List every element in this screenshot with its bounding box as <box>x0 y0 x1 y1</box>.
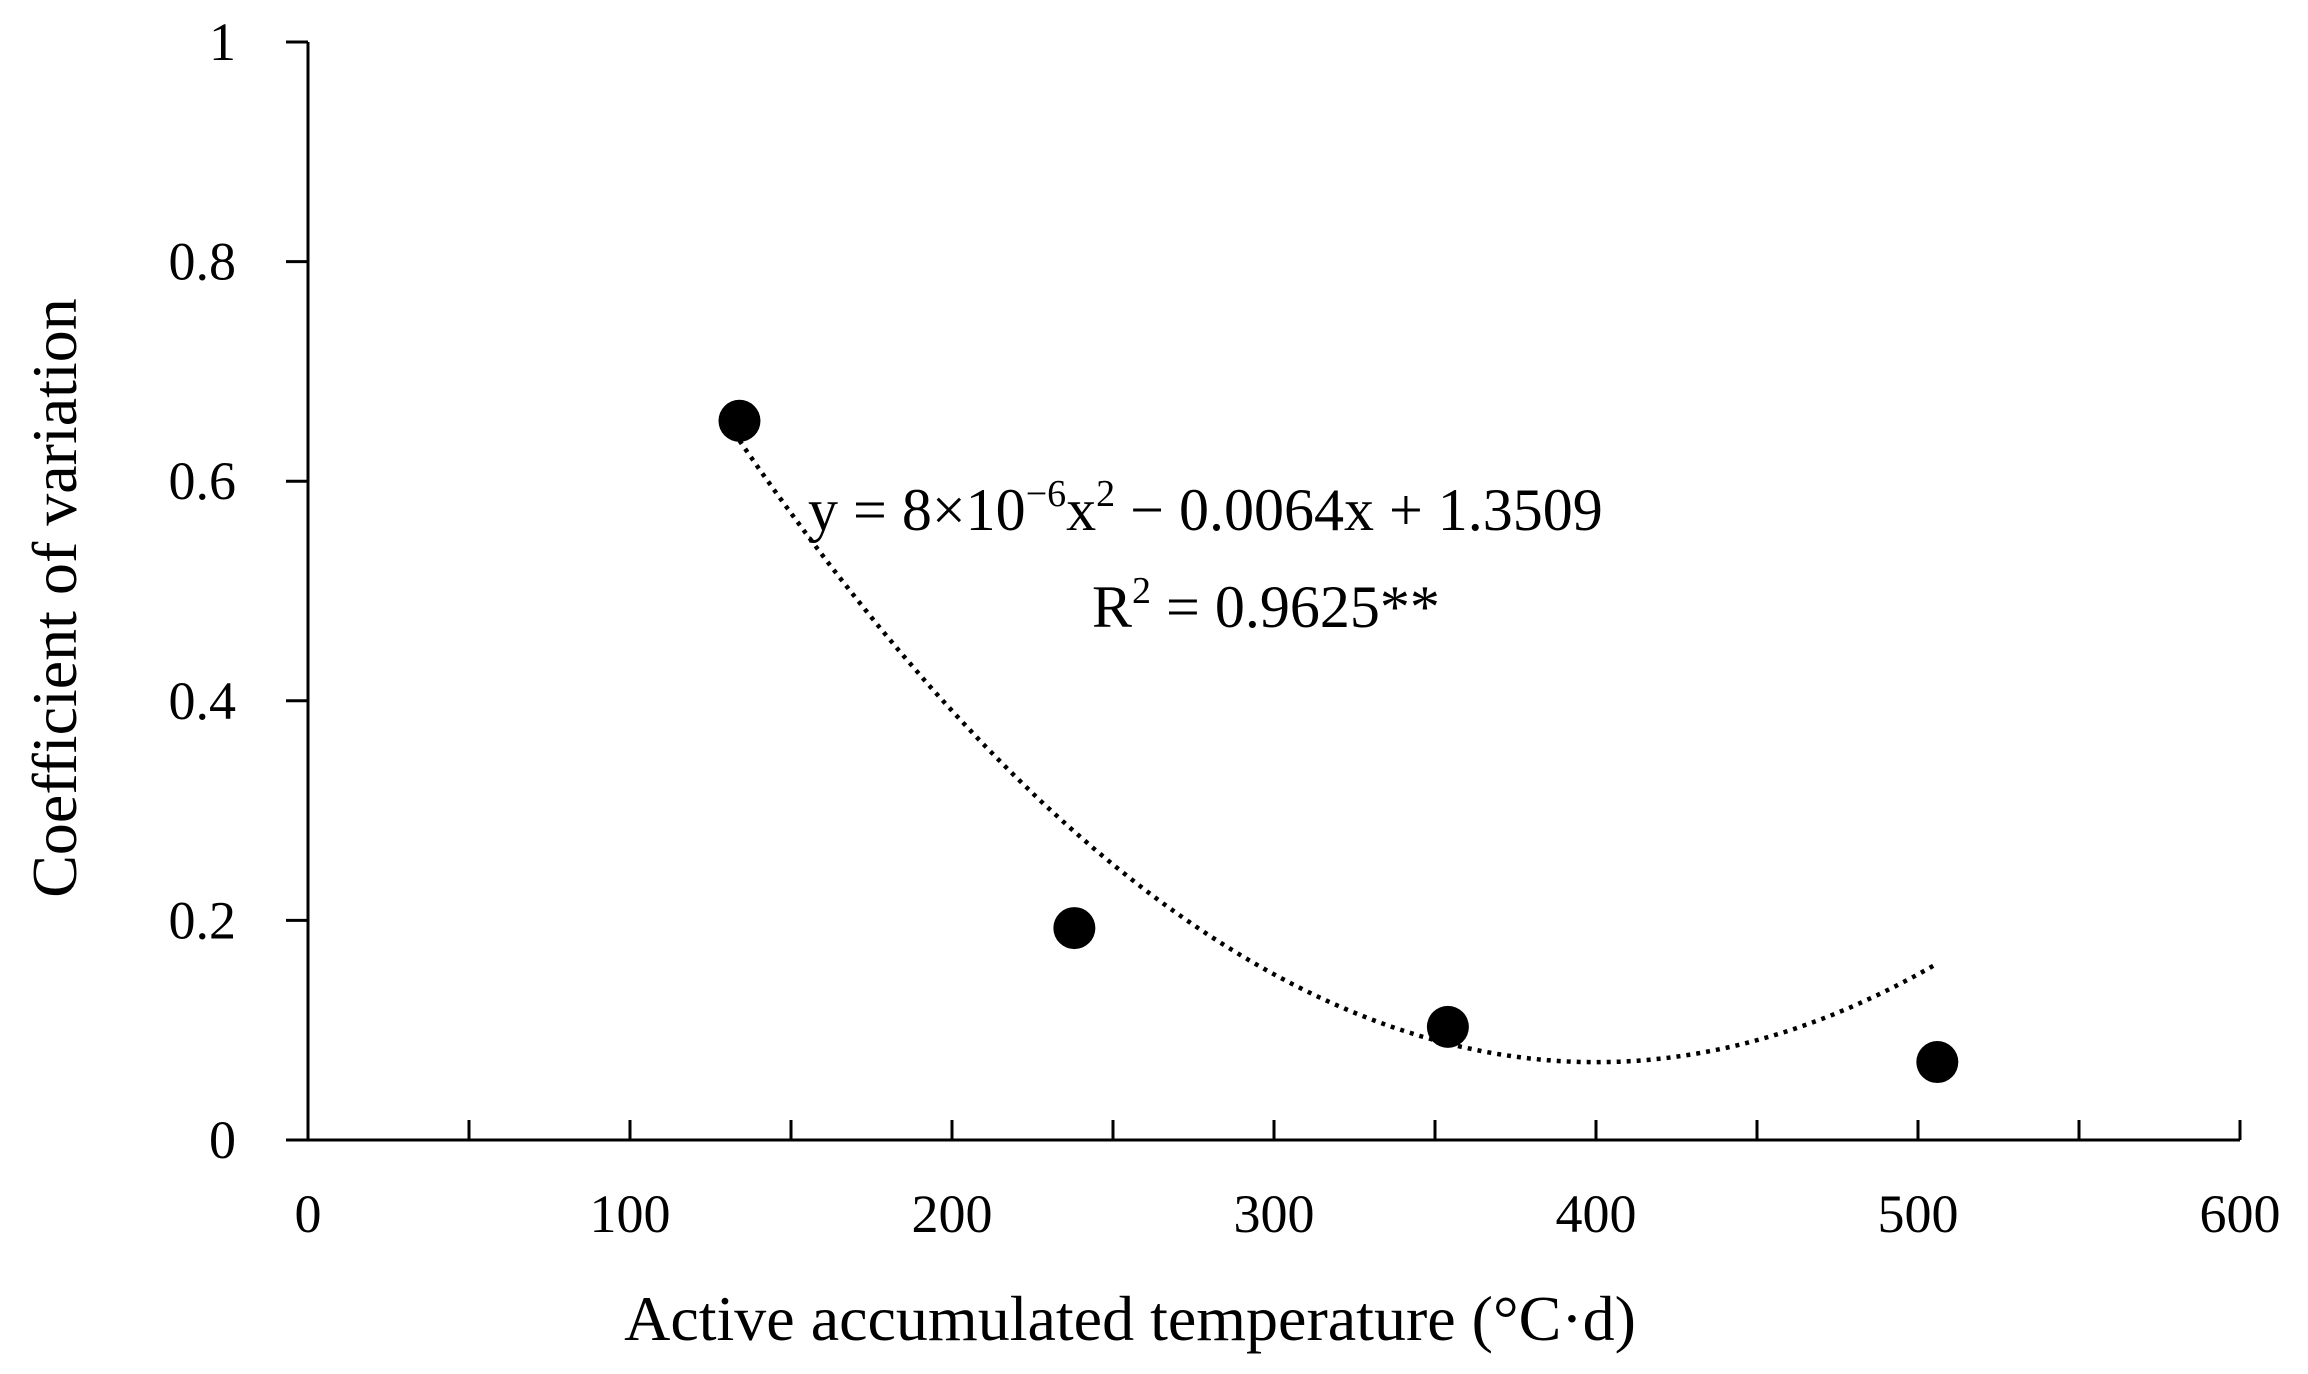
y-tick-label: 0.6 <box>169 451 237 511</box>
r2-square: 2 <box>1132 570 1151 612</box>
data-point <box>1053 907 1096 950</box>
data-point <box>718 399 761 442</box>
x-tick-label: 400 <box>1556 1184 1637 1244</box>
y-tick-label: 1 <box>209 12 236 72</box>
data-point <box>1426 1005 1469 1048</box>
equation-square: 2 <box>1096 473 1115 515</box>
equation-prefix: y = 8×10 <box>808 477 1026 543</box>
equation-suffix: − 0.0064x + 1.3509 <box>1115 477 1603 543</box>
x-axis-ticks: 0 100 200 300 400 500 600 <box>295 1120 2281 1244</box>
y-tick-label: 0.2 <box>169 890 237 950</box>
data-points <box>718 399 1959 1084</box>
trendline-equation: y = 8×10−6x2 − 0.0064x + 1.3509 <box>808 473 1603 543</box>
r2-prefix: R <box>1092 574 1132 640</box>
x-tick-label: 200 <box>912 1184 993 1244</box>
r2-suffix: = 0.9625** <box>1151 574 1440 640</box>
y-tick-label: 0.4 <box>169 671 237 731</box>
x-tick-label: 500 <box>1878 1184 1959 1244</box>
x-tick-label: 300 <box>1234 1184 1315 1244</box>
equation-x: x <box>1066 477 1096 543</box>
polynomial-trendline <box>737 439 1939 1065</box>
y-tick-label: 0.8 <box>169 232 237 292</box>
equation-exponent: −6 <box>1026 473 1066 515</box>
data-point <box>1916 1041 1959 1084</box>
x-tick-label: 600 <box>2200 1184 2281 1244</box>
r-squared-label: R2 = 0.9625** <box>1092 570 1440 640</box>
y-axis-ticks: 0 0.2 0.4 0.6 0.8 1 <box>169 12 308 1170</box>
y-axis-title: Coefficient of variation <box>19 298 90 898</box>
x-axis-title: Active accumulated temperature (°C·d) <box>624 1283 1636 1354</box>
x-tick-label: 100 <box>590 1184 671 1244</box>
x-tick-label: 0 <box>295 1184 322 1244</box>
y-tick-label: 0 <box>209 1110 236 1170</box>
